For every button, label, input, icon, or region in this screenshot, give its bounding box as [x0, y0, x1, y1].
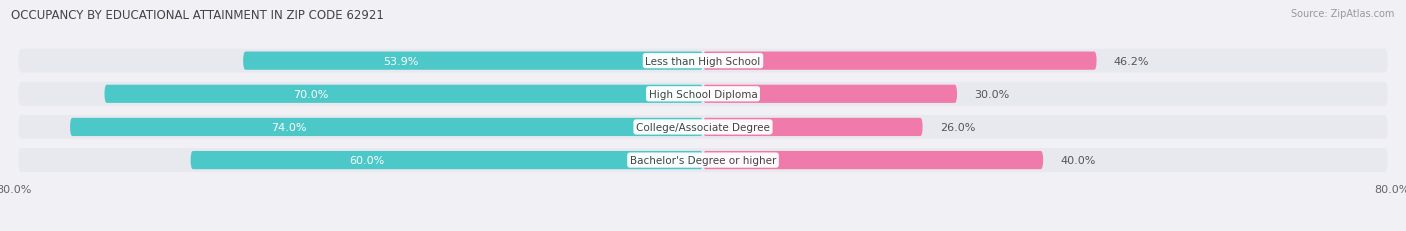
FancyBboxPatch shape [70, 118, 703, 137]
Text: High School Diploma: High School Diploma [648, 89, 758, 99]
FancyBboxPatch shape [191, 151, 703, 170]
Text: 74.0%: 74.0% [271, 122, 307, 132]
Text: 53.9%: 53.9% [384, 56, 419, 66]
FancyBboxPatch shape [18, 116, 1388, 139]
FancyBboxPatch shape [18, 49, 1388, 73]
Text: 40.0%: 40.0% [1060, 155, 1095, 165]
Text: 26.0%: 26.0% [939, 122, 976, 132]
Text: OCCUPANCY BY EDUCATIONAL ATTAINMENT IN ZIP CODE 62921: OCCUPANCY BY EDUCATIONAL ATTAINMENT IN Z… [11, 9, 384, 22]
Text: Less than High School: Less than High School [645, 56, 761, 66]
Text: 60.0%: 60.0% [350, 155, 385, 165]
FancyBboxPatch shape [703, 52, 1097, 70]
FancyBboxPatch shape [703, 151, 1043, 170]
FancyBboxPatch shape [18, 149, 1388, 172]
Text: College/Associate Degree: College/Associate Degree [636, 122, 770, 132]
Text: Source: ZipAtlas.com: Source: ZipAtlas.com [1291, 9, 1395, 19]
FancyBboxPatch shape [243, 52, 703, 70]
FancyBboxPatch shape [104, 85, 703, 103]
Text: 30.0%: 30.0% [974, 89, 1010, 99]
Text: 70.0%: 70.0% [294, 89, 329, 99]
Text: Bachelor's Degree or higher: Bachelor's Degree or higher [630, 155, 776, 165]
FancyBboxPatch shape [703, 85, 957, 103]
Text: 46.2%: 46.2% [1114, 56, 1149, 66]
FancyBboxPatch shape [18, 82, 1388, 106]
FancyBboxPatch shape [703, 118, 922, 137]
